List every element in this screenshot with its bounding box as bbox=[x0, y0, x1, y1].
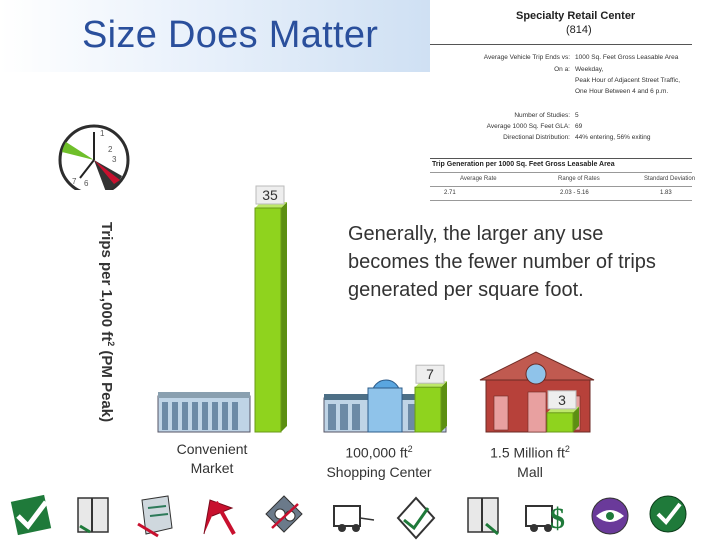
category-label: 100,000 ft2 Shopping Center bbox=[304, 440, 454, 482]
value-label-box bbox=[255, 185, 285, 205]
card-rule bbox=[430, 186, 692, 187]
card-rule bbox=[430, 172, 692, 173]
bar bbox=[546, 412, 574, 433]
rings-icon bbox=[396, 496, 436, 540]
bar-side bbox=[573, 406, 579, 432]
bar-side bbox=[281, 202, 287, 432]
document-icon bbox=[137, 495, 173, 538]
eye-icon bbox=[591, 497, 629, 535]
value-label-box bbox=[547, 390, 577, 410]
car-icon bbox=[333, 505, 375, 532]
value-label: 7 bbox=[426, 366, 434, 382]
category-label: Convenient Market bbox=[158, 440, 266, 478]
bar bbox=[414, 386, 442, 433]
card-row-value: 1000 Sq. Feet Gross Leasable Area bbox=[575, 54, 679, 61]
category-label-sup: 2 bbox=[564, 444, 570, 454]
card-code: (814) bbox=[566, 24, 592, 36]
slide-title: Size Does Matter bbox=[82, 14, 379, 56]
clock-number: 6 bbox=[84, 179, 89, 188]
category-label-line1: Convenient bbox=[176, 441, 248, 457]
flag-icon bbox=[203, 499, 236, 535]
checkmark-icon bbox=[649, 495, 687, 533]
checkmark-icon bbox=[10, 494, 52, 536]
card-column-header: Standard Deviation bbox=[644, 176, 696, 182]
card-row-value: One Hour Between 4 and 6 p.m. bbox=[575, 88, 669, 95]
card-row-value: Peak Hour of Adjacent Street Traffic, bbox=[575, 77, 681, 84]
card-row-label: On a: bbox=[554, 66, 570, 73]
convenience-store-building bbox=[157, 392, 251, 433]
card-row-value: Weekday, bbox=[575, 66, 604, 73]
dollar-icon: $ bbox=[550, 502, 565, 535]
card-rule bbox=[430, 200, 692, 201]
card-row-value: 5 bbox=[575, 112, 579, 119]
card-column-header: Average Rate bbox=[460, 176, 497, 182]
card-row-label: Average 1000 Sq. Feet GLA: bbox=[486, 123, 570, 130]
svg-text:$: $ bbox=[550, 502, 565, 535]
reference-card: Specialty Retail Center (814) Average Ve… bbox=[430, 6, 698, 202]
category-label: 1.5 Million ft2 Mall bbox=[470, 440, 590, 482]
bar-side bbox=[441, 381, 447, 432]
card-table-title: Trip Generation per 1000 Sq. Feet Gross … bbox=[432, 161, 615, 168]
category-label-line2: Market bbox=[190, 460, 234, 476]
note-text: Generally, the larger any use becomes th… bbox=[348, 223, 656, 301]
scissors-icon bbox=[265, 495, 303, 533]
category-label-sup: 2 bbox=[407, 444, 413, 454]
card-column-header: Range of Rates bbox=[558, 176, 600, 182]
clock-number: 7 bbox=[72, 177, 77, 186]
card-row-label: Average Vehicle Trip Ends vs: bbox=[483, 54, 570, 61]
book-icon bbox=[467, 497, 499, 536]
category-label-line1: 1.5 Million ft bbox=[490, 444, 565, 461]
icon-bar: $ bbox=[10, 494, 687, 540]
value-label-box bbox=[415, 364, 445, 384]
category-label-line2: Mall bbox=[517, 463, 543, 480]
card-cell: 1.83 bbox=[660, 190, 672, 196]
category-label-line1: 100,000 ft bbox=[345, 444, 408, 461]
card-rule bbox=[430, 44, 692, 45]
clock-number: 2 bbox=[108, 145, 113, 154]
category-label-line2: Shopping Center bbox=[326, 463, 432, 480]
card-row-value: 44% entering, 56% exiting bbox=[575, 134, 651, 141]
card-rule bbox=[430, 158, 692, 159]
title-band bbox=[0, 0, 430, 72]
card-cell: 2.03 - 5.16 bbox=[560, 190, 589, 196]
card-cell: 2.71 bbox=[444, 190, 456, 196]
clock-number: 3 bbox=[112, 155, 117, 164]
card-row-label: Directional Distribution: bbox=[503, 134, 570, 141]
clock-number: 1 bbox=[100, 129, 105, 138]
card-row-value: 69 bbox=[575, 123, 583, 130]
card-row-label: Number of Studies: bbox=[514, 112, 570, 119]
bar bbox=[254, 207, 282, 433]
value-label: 35 bbox=[262, 187, 278, 203]
book-icon bbox=[77, 497, 109, 534]
value-label: 3 bbox=[558, 392, 566, 408]
car-icon bbox=[525, 505, 553, 532]
clock-icon: 2 3 1 7 6 bbox=[58, 124, 130, 190]
card-heading: Specialty Retail Center bbox=[516, 10, 636, 22]
